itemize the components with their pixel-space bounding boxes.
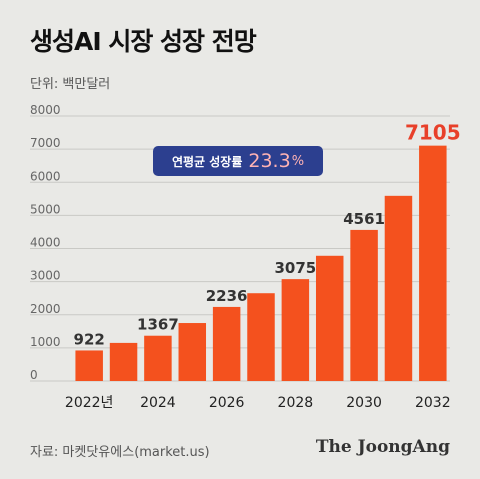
bar xyxy=(212,306,241,381)
bar xyxy=(281,279,310,381)
y-tick-label: 3000 xyxy=(30,269,61,283)
cagr-percent: % xyxy=(291,153,305,169)
chart-title: 생성AI 시장 성장 전망 xyxy=(30,27,257,56)
y-tick-label: 8000 xyxy=(30,103,61,117)
bar xyxy=(75,350,103,381)
y-tick-label: 4000 xyxy=(30,236,61,250)
bar xyxy=(144,335,172,381)
x-tick-label: 2026 xyxy=(209,395,245,411)
brand-logo: The JoongAng xyxy=(315,437,450,457)
x-tick-label: 2032 xyxy=(415,395,451,411)
y-tick-label: 2000 xyxy=(30,302,61,316)
cagr-label: 연평균 성장률 xyxy=(171,154,243,169)
source-note: 자료: 마켓닷유에스(market.us) xyxy=(30,445,210,460)
y-tick-label: 7000 xyxy=(30,136,61,150)
bar xyxy=(419,145,447,381)
bar xyxy=(247,293,275,381)
bar xyxy=(315,255,344,381)
bar xyxy=(178,323,207,381)
bar xyxy=(350,229,378,381)
data-label: 922 xyxy=(74,330,105,348)
bar xyxy=(109,342,138,381)
x-tick-label: 2024 xyxy=(140,395,176,411)
y-tick-label: 1000 xyxy=(30,335,61,349)
y-tick-label: 5000 xyxy=(30,202,61,216)
cagr-value: 23.3 xyxy=(248,150,291,172)
x-tick-label: 2030 xyxy=(346,395,382,411)
data-label: 3075 xyxy=(274,259,316,277)
x-tick-label: 2028 xyxy=(278,395,314,411)
y-tick-label: 0 xyxy=(30,368,38,382)
data-label: 4561 xyxy=(343,210,385,228)
data-label: 1367 xyxy=(137,316,179,334)
cagr-badge: 연평균 성장률 23.3 % xyxy=(153,146,323,176)
x-tick-label: 2022년 xyxy=(65,395,114,411)
bar xyxy=(384,195,413,381)
y-tick-label: 6000 xyxy=(30,169,61,183)
unit-label: 단위: 백만달러 xyxy=(30,77,111,92)
data-label: 2236 xyxy=(206,287,248,305)
data-label: 7105 xyxy=(405,121,461,145)
